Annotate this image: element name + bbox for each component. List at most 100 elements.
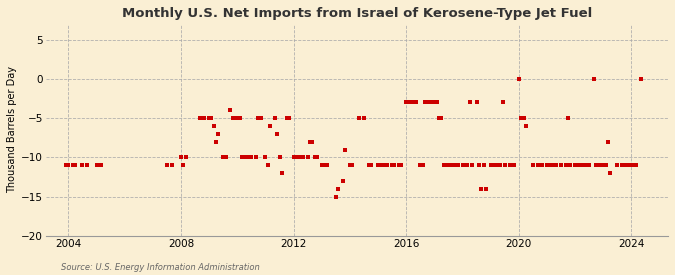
Point [239, 155, 250, 160]
Point [199, 116, 210, 120]
Point [338, 179, 348, 183]
Point [77, 163, 88, 167]
Point [574, 163, 585, 167]
Title: Monthly U.S. Net Imports from Israel of Kerosene-Type Jet Fuel: Monthly U.S. Net Imports from Israel of … [122, 7, 592, 20]
Point [403, 100, 414, 105]
Point [495, 163, 506, 167]
Point [96, 163, 107, 167]
Point [612, 163, 623, 167]
Point [450, 163, 461, 167]
Point [516, 116, 526, 120]
Point [237, 155, 248, 160]
Point [406, 100, 416, 105]
Point [321, 163, 332, 167]
Point [241, 155, 252, 160]
Point [265, 124, 275, 128]
Point [176, 155, 186, 160]
Point [304, 139, 315, 144]
Point [220, 155, 231, 160]
Point [549, 163, 560, 167]
Point [471, 100, 482, 105]
Point [213, 132, 224, 136]
Point [600, 163, 611, 167]
Point [331, 194, 342, 199]
Point [263, 163, 273, 167]
Point [473, 163, 484, 167]
Point [281, 116, 292, 120]
Point [429, 100, 440, 105]
Point [396, 163, 407, 167]
Point [617, 163, 628, 167]
Point [635, 77, 646, 81]
Point [460, 163, 470, 167]
Point [579, 163, 590, 167]
Point [509, 163, 520, 167]
Point [312, 155, 323, 160]
Point [225, 108, 236, 112]
Point [520, 124, 531, 128]
Point [290, 155, 301, 160]
Point [476, 187, 487, 191]
Point [232, 116, 243, 120]
Point [309, 155, 320, 160]
Point [373, 163, 383, 167]
Point [209, 124, 219, 128]
Point [446, 163, 456, 167]
Point [598, 163, 609, 167]
Point [358, 116, 369, 120]
Point [204, 116, 215, 120]
Point [452, 163, 463, 167]
Point [166, 163, 177, 167]
Point [438, 163, 449, 167]
Point [535, 163, 545, 167]
Point [497, 100, 508, 105]
Point [317, 163, 327, 167]
Point [570, 163, 580, 167]
Point [274, 155, 285, 160]
Point [347, 163, 358, 167]
Point [161, 163, 172, 167]
Point [626, 163, 637, 167]
Point [375, 163, 385, 167]
Point [565, 163, 576, 167]
Point [260, 155, 271, 160]
Point [354, 116, 364, 120]
Point [603, 139, 614, 144]
Point [457, 163, 468, 167]
Point [295, 155, 306, 160]
Point [504, 163, 515, 167]
Point [253, 116, 264, 120]
Point [380, 163, 391, 167]
Point [366, 163, 377, 167]
Point [560, 163, 571, 167]
Point [593, 163, 604, 167]
Point [180, 155, 191, 160]
Point [434, 116, 445, 120]
Point [234, 116, 245, 120]
Point [577, 163, 588, 167]
Point [500, 163, 510, 167]
Point [572, 163, 583, 167]
Point [537, 163, 547, 167]
Point [333, 187, 344, 191]
Point [541, 163, 552, 167]
Point [298, 155, 308, 160]
Point [394, 163, 404, 167]
Point [563, 116, 574, 120]
Point [628, 163, 639, 167]
Point [546, 163, 557, 167]
Point [556, 163, 566, 167]
Point [255, 116, 266, 120]
Point [401, 100, 412, 105]
Point [436, 116, 447, 120]
Point [441, 163, 452, 167]
Point [619, 163, 630, 167]
Point [466, 163, 477, 167]
Point [422, 100, 433, 105]
Point [194, 116, 205, 120]
Point [417, 163, 428, 167]
Point [272, 132, 283, 136]
Point [490, 163, 501, 167]
Point [227, 116, 238, 120]
Point [410, 100, 421, 105]
